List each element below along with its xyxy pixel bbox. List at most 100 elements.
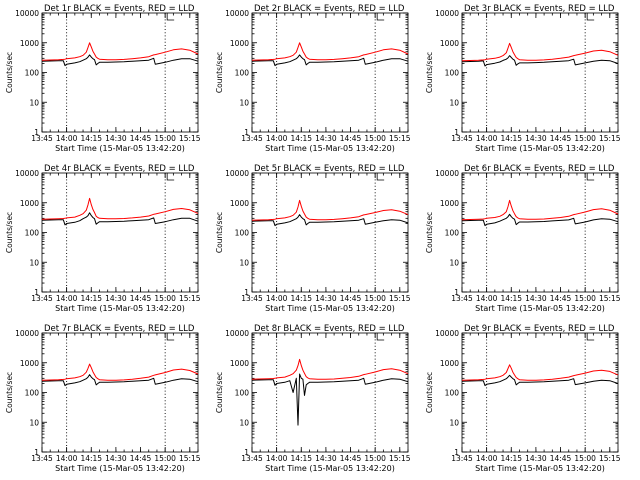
events-series-line xyxy=(41,374,199,387)
y-tick-label: 1000 xyxy=(20,199,39,208)
y-tick-label: 10 xyxy=(449,418,459,427)
y-tick-label: 10000 xyxy=(225,329,249,338)
y-tick-label: 10 xyxy=(29,418,39,427)
interval-bracket-mark xyxy=(166,173,175,181)
x-tick-label: 15:15 xyxy=(599,454,621,463)
x-tick-label: 14:00 xyxy=(266,134,288,143)
x-tick-label: 15:00 xyxy=(574,454,596,463)
y-axis-label: Counts/sec xyxy=(215,52,224,93)
y-tick-label: 10000 xyxy=(15,329,39,338)
x-tick-label: 13:45 xyxy=(241,134,263,143)
x-tick-label: 14:30 xyxy=(105,294,127,303)
plot-frame xyxy=(251,172,409,293)
detector-panel: Det 5r BLACK = Events, RED = LLD 1 10 100 10… xyxy=(215,164,411,313)
y-tick-label: 10 xyxy=(449,98,459,107)
x-tick-label: 15:15 xyxy=(179,294,201,303)
lld-series-line xyxy=(251,358,409,380)
x-tick-label: 15:00 xyxy=(574,134,596,143)
lld-series-line xyxy=(41,42,199,61)
x-tick-label: 15:15 xyxy=(599,294,621,303)
y-tick-label: 100 xyxy=(445,389,460,398)
interval-bracket-mark xyxy=(376,173,385,181)
y-tick-label: 1000 xyxy=(440,199,459,208)
panel-title: Det 4r BLACK = Events, RED = LLD xyxy=(44,164,195,174)
x-tick-label: 15:00 xyxy=(364,294,386,303)
x-tick-label: 14:00 xyxy=(56,454,78,463)
interval-bracket-mark xyxy=(586,333,595,341)
x-tick-label: 14:15 xyxy=(290,134,312,143)
x-tick-label: 15:15 xyxy=(179,454,201,463)
interval-bracket-mark xyxy=(586,173,595,181)
plot-frame xyxy=(251,332,409,453)
y-tick-label: 100 xyxy=(235,69,250,78)
panel-title: Det 1r BLACK = Events, RED = LLD xyxy=(44,4,195,14)
detector-panel: Det 1r BLACK = Events, RED = LLD 1 10 100 10… xyxy=(5,4,201,153)
x-tick-label: 15:00 xyxy=(154,294,176,303)
events-series-line xyxy=(461,374,619,387)
x-tick-label: 14:45 xyxy=(550,294,572,303)
y-tick-label: 10 xyxy=(239,258,249,267)
lld-series-line xyxy=(461,199,619,221)
y-tick-label: 1 xyxy=(34,128,39,137)
detector-panel: Det 4r BLACK = Events, RED = LLD 1 10 100 10… xyxy=(5,164,201,313)
x-tick-label: 14:00 xyxy=(56,294,78,303)
x-tick-label: 14:00 xyxy=(56,134,78,143)
lld-series-line xyxy=(461,364,619,381)
x-tick-label: 14:15 xyxy=(80,134,102,143)
y-tick-label: 10000 xyxy=(435,9,459,18)
y-tick-label: 10000 xyxy=(15,9,39,18)
x-tick-label: 14:30 xyxy=(525,134,547,143)
x-tick-label: 14:00 xyxy=(476,134,498,143)
x-tick-label: 13:45 xyxy=(241,294,263,303)
x-axis-label: Start Time (15-Mar-05 13:42:20) xyxy=(55,144,185,153)
y-axis-label: Counts/sec xyxy=(215,372,224,413)
y-tick-label: 1 xyxy=(454,448,459,457)
y-axis-label: Counts/sec xyxy=(5,52,14,93)
y-tick-label: 100 xyxy=(25,389,40,398)
y-tick-label: 10000 xyxy=(225,9,249,18)
x-tick-label: 14:00 xyxy=(476,454,498,463)
y-tick-label: 10 xyxy=(449,258,459,267)
events-series-line xyxy=(41,212,199,226)
x-tick-label: 14:45 xyxy=(130,294,152,303)
lld-series-line xyxy=(461,42,619,62)
events-series-line xyxy=(251,54,409,67)
x-tick-label: 15:15 xyxy=(389,294,411,303)
x-axis-label: Start Time (15-Mar-05 13:42:20) xyxy=(475,464,605,473)
x-tick-label: 15:15 xyxy=(599,134,621,143)
y-tick-label: 1 xyxy=(244,128,249,137)
y-tick-label: 100 xyxy=(235,229,250,238)
lld-series-line xyxy=(41,363,199,381)
plot-frame xyxy=(41,172,199,293)
x-tick-label: 15:00 xyxy=(154,454,176,463)
interval-bracket-mark xyxy=(376,333,385,341)
x-axis-label: Start Time (15-Mar-05 13:42:20) xyxy=(55,464,185,473)
y-tick-label: 10000 xyxy=(225,169,249,178)
x-tick-label: 14:15 xyxy=(80,454,102,463)
y-tick-label: 1000 xyxy=(440,359,459,368)
panel-title: Det 5r BLACK = Events, RED = LLD xyxy=(254,164,405,174)
plot-frame xyxy=(461,172,619,293)
y-tick-label: 100 xyxy=(445,229,460,238)
lld-series-line xyxy=(251,42,409,61)
x-axis-label: Start Time (15-Mar-05 13:42:20) xyxy=(55,304,185,313)
x-tick-label: 14:45 xyxy=(340,134,362,143)
x-tick-label: 14:30 xyxy=(315,294,337,303)
x-tick-label: 15:00 xyxy=(364,454,386,463)
plot-frame xyxy=(461,332,619,453)
x-tick-label: 14:15 xyxy=(80,294,102,303)
x-tick-label: 14:00 xyxy=(476,294,498,303)
y-tick-label: 1000 xyxy=(230,359,249,368)
plot-frame xyxy=(41,12,199,133)
detector-panel: Det 2r BLACK = Events, RED = LLD 1 10 100 10… xyxy=(215,4,411,153)
y-tick-label: 100 xyxy=(25,69,40,78)
x-tick-label: 14:15 xyxy=(500,294,522,303)
x-tick-label: 14:45 xyxy=(130,134,152,143)
events-series-line xyxy=(251,373,409,426)
events-series-line xyxy=(461,213,619,227)
y-tick-label: 1 xyxy=(454,128,459,137)
panel-title: Det 3r BLACK = Events, RED = LLD xyxy=(464,4,615,14)
panel-title: Det 2r BLACK = Events, RED = LLD xyxy=(254,4,405,14)
detector-panel: Det 6r BLACK = Events, RED = LLD 1 10 100 10… xyxy=(425,164,621,313)
